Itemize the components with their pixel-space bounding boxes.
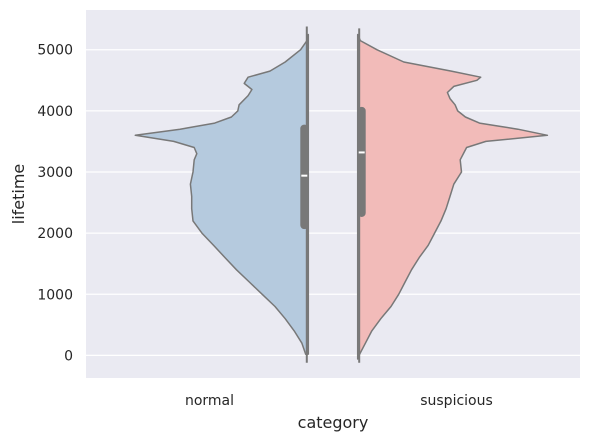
y-tick-labels: 0 1000 2000 3000 4000 5000 xyxy=(37,43,73,365)
y-axis-label: lifetime xyxy=(9,164,28,225)
violin-normal xyxy=(134,33,310,355)
violins xyxy=(134,26,549,363)
x-tick-label: normal xyxy=(185,393,234,409)
grid-lines xyxy=(86,49,580,357)
x-tick-labels: normal suspicious xyxy=(185,393,493,409)
y-tick-label: 4000 xyxy=(37,104,73,120)
y-tick-label: 0 xyxy=(64,348,73,364)
x-tick-label: suspicious xyxy=(420,393,493,409)
violin-suspicious xyxy=(356,33,549,360)
y-tick-label: 1000 xyxy=(37,287,73,303)
plot-background xyxy=(86,10,580,378)
y-tick-label: 2000 xyxy=(37,226,73,242)
x-axis-label: category xyxy=(298,413,369,432)
y-tick-label: 5000 xyxy=(37,43,73,59)
y-tick-label: 3000 xyxy=(37,165,73,181)
